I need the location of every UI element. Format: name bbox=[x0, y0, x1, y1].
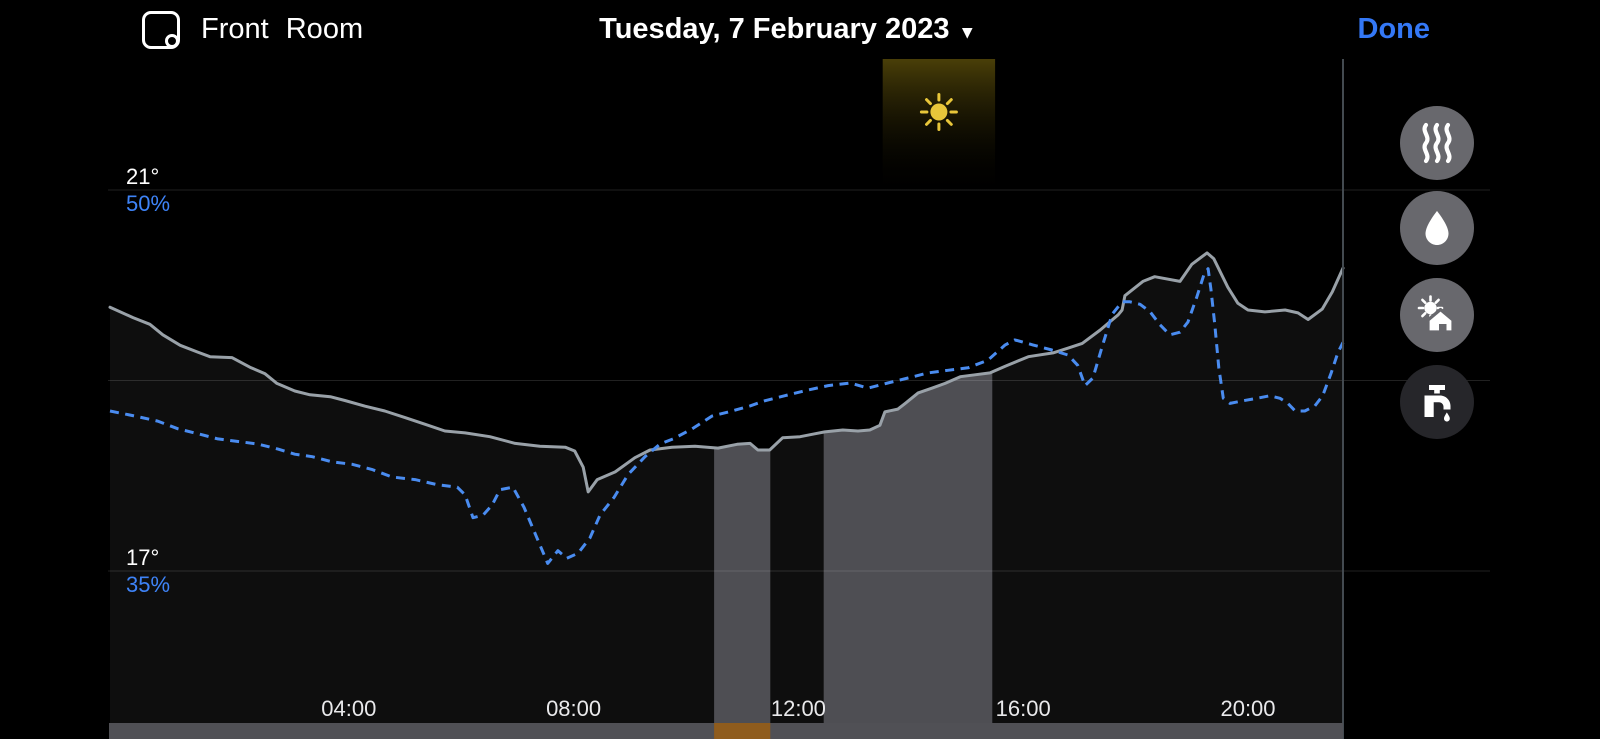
faucet-icon bbox=[1424, 385, 1451, 422]
room-icon bbox=[142, 10, 180, 49]
x-tick-label: 12:00 bbox=[771, 696, 826, 721]
hot-water-toggle-button[interactable] bbox=[1400, 365, 1474, 439]
header-bar: Front Room Tuesday, 7 February 2023 ▾ Do… bbox=[0, 0, 1600, 59]
chevron-down-icon: ▾ bbox=[962, 21, 973, 43]
x-tick-label: 20:00 bbox=[1220, 696, 1275, 721]
humidity-min-label: 35% bbox=[126, 572, 170, 597]
heating-toggle-button[interactable] bbox=[1400, 106, 1474, 180]
sun-house-icon bbox=[1417, 295, 1455, 334]
room-group: Front Room bbox=[142, 0, 363, 59]
date-label: Tuesday, 7 February 2023 bbox=[599, 13, 950, 45]
room-icon-dot bbox=[165, 33, 179, 48]
x-tick-label: 08:00 bbox=[546, 696, 601, 721]
water-drop-icon bbox=[1425, 211, 1449, 245]
done-button[interactable]: Done bbox=[1358, 0, 1431, 59]
x-tick-label: 04:00 bbox=[321, 696, 376, 721]
room-label: Front Room bbox=[201, 13, 364, 45]
outside-weather-toggle-button[interactable] bbox=[1400, 278, 1474, 352]
temperature-line bbox=[108, 251, 1345, 494]
temp-min-label: 17° bbox=[126, 545, 159, 570]
activity-strip-heating-segment bbox=[714, 723, 771, 739]
heat-waves-icon bbox=[1422, 122, 1452, 164]
x-tick-label: 16:00 bbox=[996, 696, 1051, 721]
humidity-line bbox=[109, 267, 1345, 565]
temp-max-label: 21° bbox=[126, 164, 159, 189]
heating-period-band bbox=[714, 252, 771, 723]
date-selector[interactable]: Tuesday, 7 February 2023 ▾ bbox=[599, 0, 972, 59]
humidity-max-label: 50% bbox=[126, 191, 170, 216]
sun-icon bbox=[919, 93, 958, 131]
humidity-toggle-button[interactable] bbox=[1400, 191, 1474, 265]
